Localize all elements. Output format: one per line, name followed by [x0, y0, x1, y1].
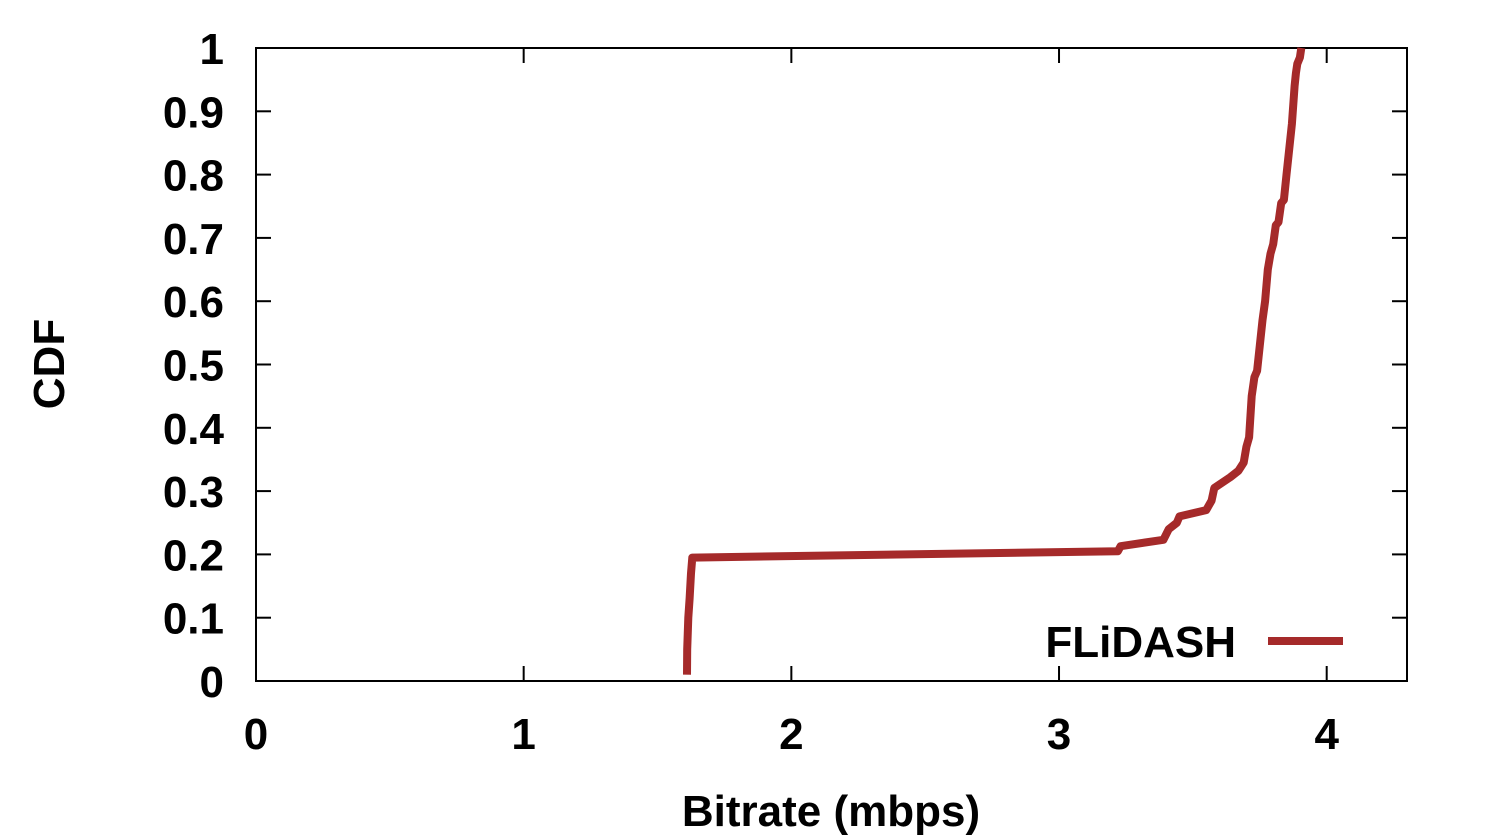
y-tick-label: 1: [200, 25, 224, 74]
x-axis-ticks: 0 1 2 3 4: [244, 48, 1339, 759]
y-tick-label: 0.2: [163, 531, 224, 580]
y-tick-label: 0.7: [163, 215, 224, 264]
y-tick-label: 0.1: [163, 595, 224, 644]
x-tick-label: 1: [511, 710, 535, 759]
legend-label-flidash: FLiDASH: [1045, 618, 1236, 667]
y-tick-label: 0: [200, 658, 224, 707]
y-tick-label: 0.4: [163, 405, 225, 454]
y-tick-label: 0.3: [163, 468, 224, 517]
x-tick-label: 4: [1314, 710, 1339, 759]
legend: FLiDASH: [1045, 618, 1343, 667]
x-tick-label: 2: [779, 710, 803, 759]
y-tick-label: 0.9: [163, 88, 224, 137]
y-tick-label: 0.8: [163, 152, 224, 201]
y-tick-label: 0.6: [163, 278, 224, 327]
y-tick-label: 0.5: [163, 342, 224, 391]
y-axis-ticks: 0 0.1 0.2 0.3 0.4 0.5 0.6 0.7 0.8 0.9 1: [163, 25, 1407, 707]
series-layer: [683, 47, 1306, 675]
x-axis-label: Bitrate (mbps): [682, 787, 980, 836]
plot-frame: [255, 47, 1408, 682]
x-tick-label: 3: [1047, 710, 1071, 759]
y-axis-label: CDF: [25, 319, 74, 409]
x-tick-label: 0: [244, 710, 268, 759]
series-line-flidash: [683, 47, 1306, 675]
